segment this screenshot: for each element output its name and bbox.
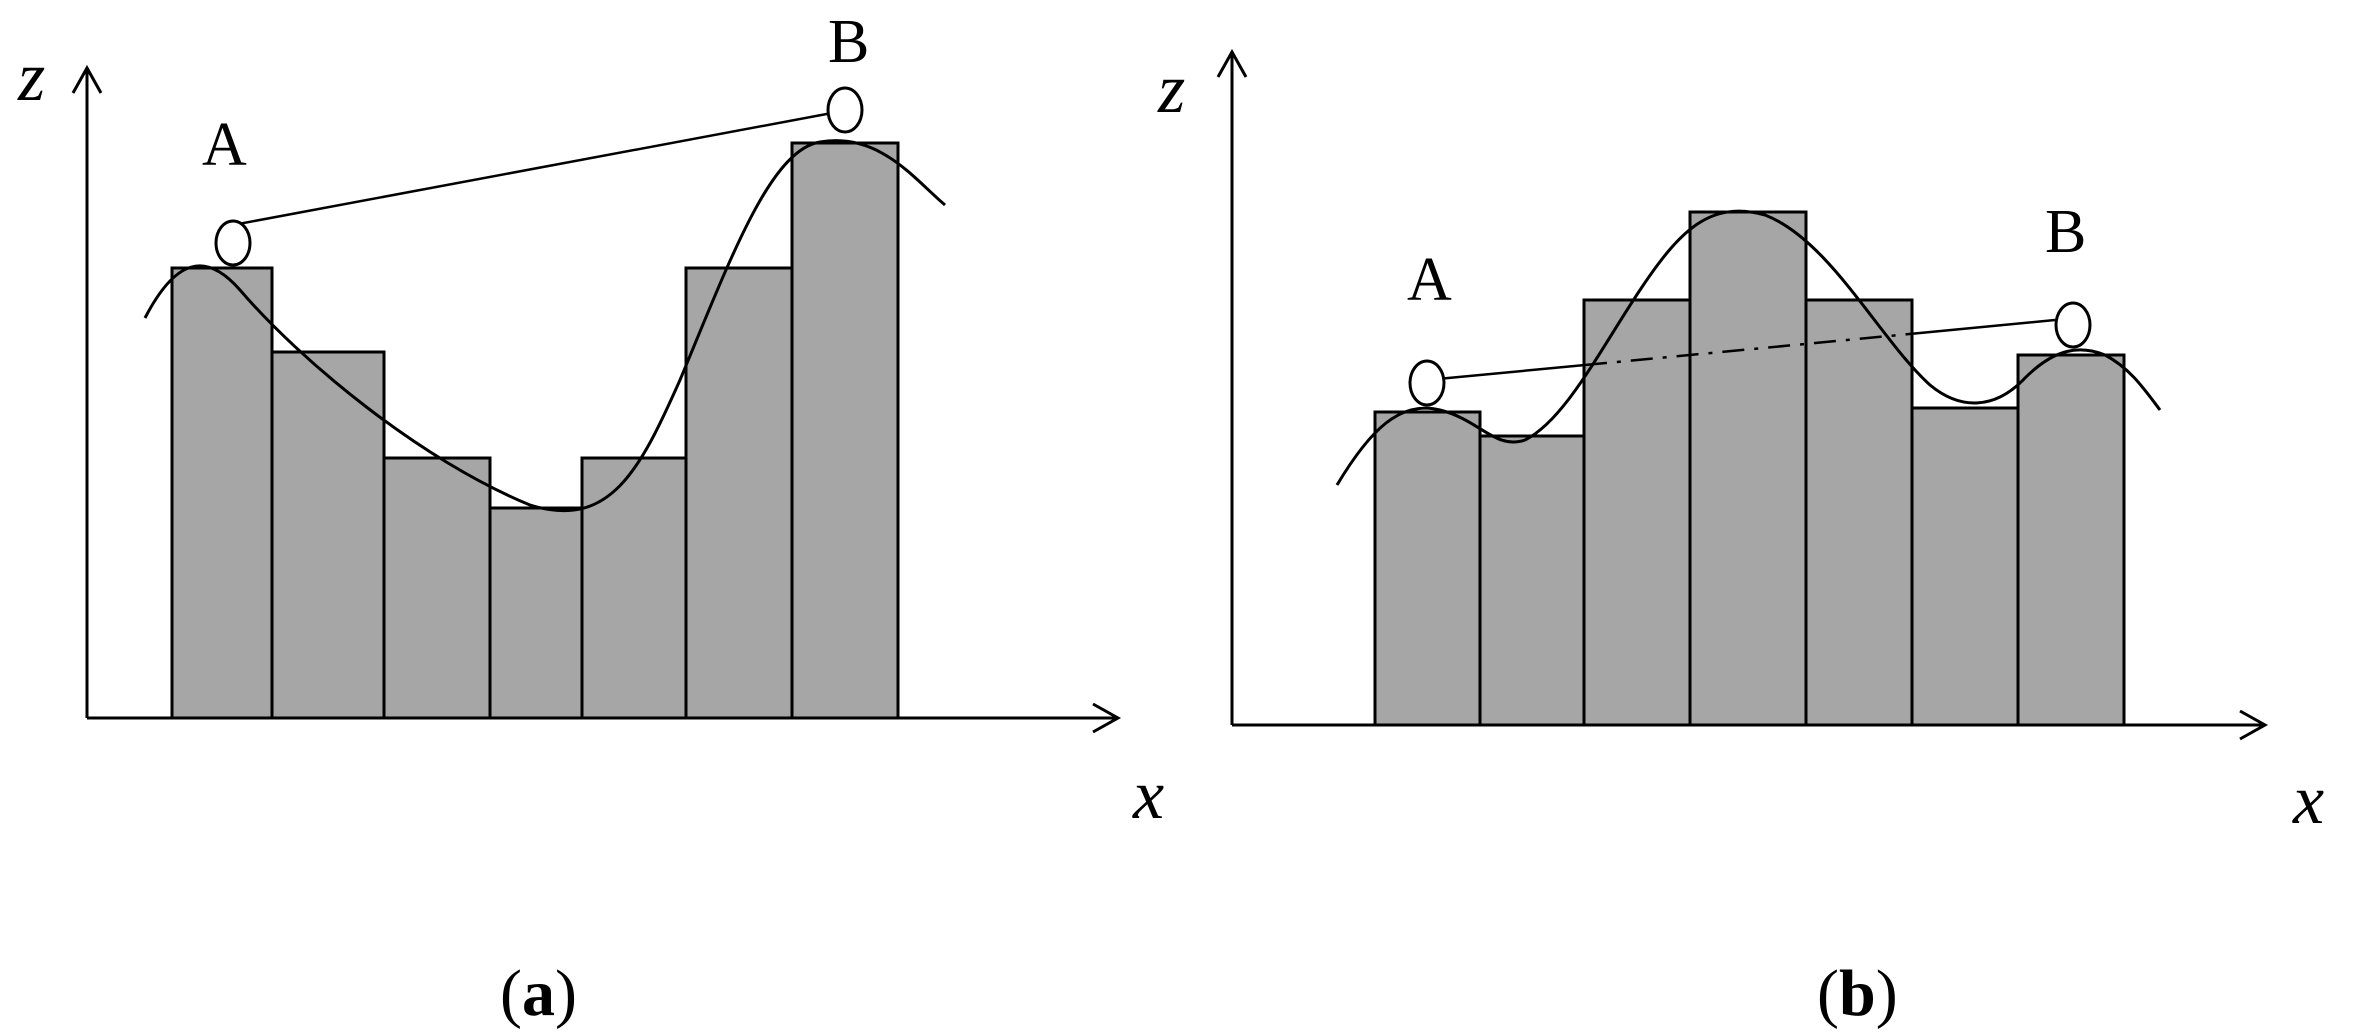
caption-a: (a) [500, 957, 577, 1030]
point-a-marker-a [214, 219, 252, 267]
terrain-curve-b [1335, 209, 2162, 486]
line-of-sight-a [232, 111, 833, 227]
point-b-marker-b [2054, 301, 2092, 349]
bar-a-3 [382, 456, 492, 720]
z-axis-arrow-b [1216, 48, 1248, 78]
terrain-curve-a [143, 139, 946, 512]
point-b-label-a: B [828, 8, 869, 76]
bar-b-1 [1373, 410, 1482, 727]
bar-a-4 [488, 506, 584, 720]
bar-b-5 [1804, 298, 1914, 727]
z-axis-arrow-a [71, 64, 103, 94]
bar-a-7 [790, 141, 900, 720]
bar-a-2 [270, 350, 386, 720]
point-b-label-b: B [2045, 198, 2086, 266]
point-a-label-a: A [202, 111, 247, 179]
x-axis-arrow-a [1092, 702, 1122, 734]
panel-a: z x A B (a) [17, 8, 1164, 1030]
line-of-sight-b-obstructed [1584, 331, 1921, 367]
line-of-sight-b-visible-1 [1426, 363, 1586, 382]
point-b-marker-a [826, 86, 864, 134]
caption-b: (b) [1817, 957, 1898, 1030]
bar-a-5 [580, 456, 688, 720]
bar-a-1 [170, 266, 274, 720]
bars-a [170, 141, 900, 720]
x-axis-label-a: x [1132, 757, 1164, 834]
point-a-marker-b [1408, 359, 1446, 407]
bars-b [1373, 210, 2126, 727]
line-of-sight-b-visible-2 [1919, 318, 2056, 335]
z-axis-label-a: z [17, 39, 45, 116]
bar-a-6 [684, 266, 794, 720]
x-axis-label-b: x [2292, 762, 2324, 839]
point-a-label-b: A [1407, 246, 1452, 314]
bar-b-2 [1478, 434, 1586, 727]
bar-b-7 [2016, 353, 2126, 727]
z-axis-label-b: z [1157, 51, 1185, 128]
panel-b: z x A B (b) [1157, 48, 2324, 1030]
x-axis-arrow-b [2239, 709, 2269, 741]
bar-b-4 [1688, 210, 1808, 727]
bar-b-6 [1910, 406, 2020, 727]
